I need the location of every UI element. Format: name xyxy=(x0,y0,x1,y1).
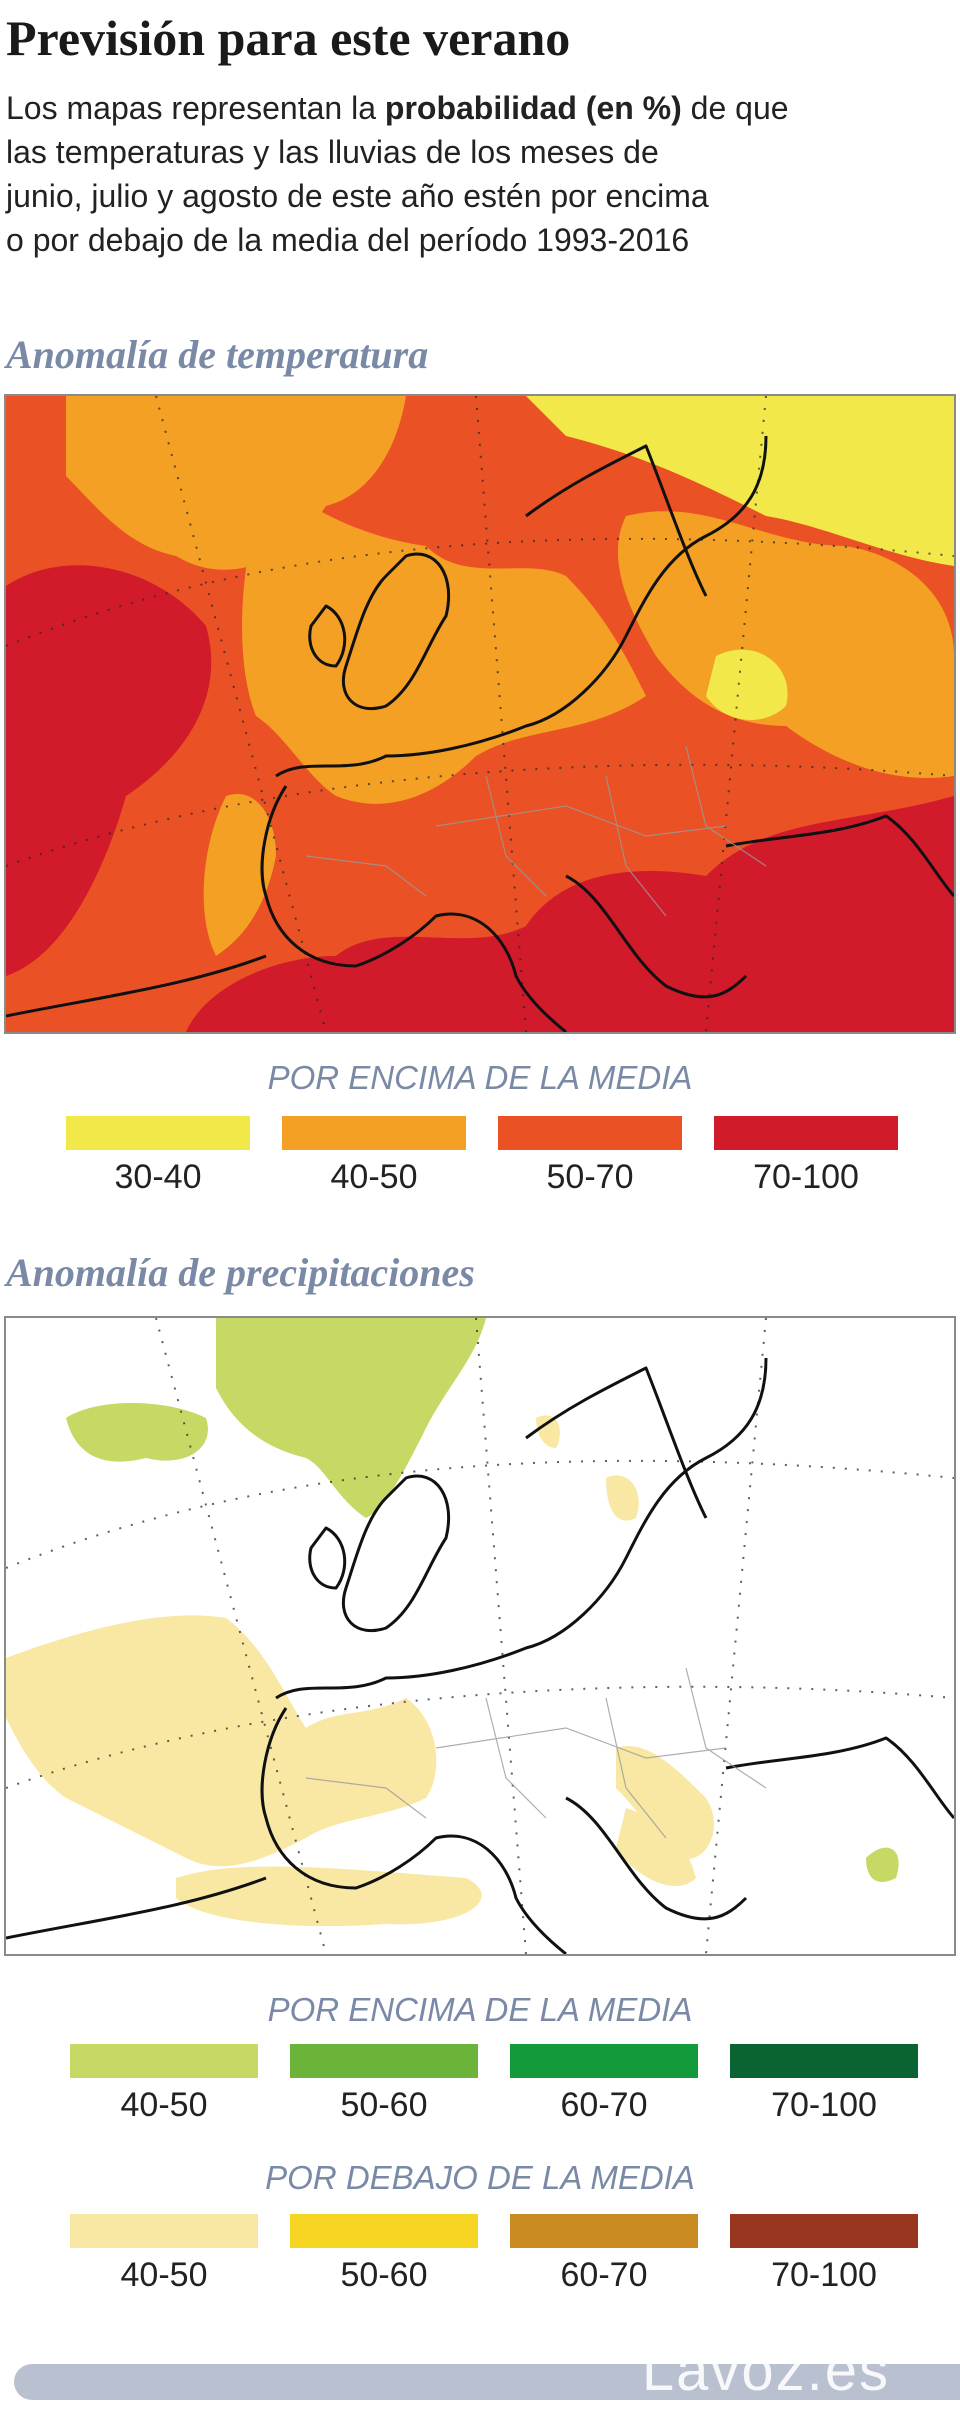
precipitation-below-legend-item: 40-50 xyxy=(70,2214,258,2300)
precipitation-below-legend-item: 70-100 xyxy=(730,2214,918,2300)
legend-swatch xyxy=(714,1116,898,1150)
temperature-legend-item: 70-100 xyxy=(714,1116,898,1202)
legend-swatch xyxy=(70,2044,258,2078)
temperature-legend-item: 40-50 xyxy=(282,1116,466,1202)
legend-label: 40-50 xyxy=(120,2086,208,2124)
legend-label: 50-70 xyxy=(546,1158,634,1196)
intro-line2: las temperaturas y las lluvias de los me… xyxy=(6,134,659,170)
legend-swatch xyxy=(730,2214,918,2248)
intro-line1-bold: probabilidad (en %) xyxy=(384,90,682,126)
legend-swatch xyxy=(510,2214,698,2248)
precipitation-below-legend-item: 60-70 xyxy=(510,2214,698,2300)
temperature-map-title: Anomalía de temperatura xyxy=(6,332,429,377)
precipitation-above-legend-item: 60-70 xyxy=(510,2044,698,2130)
intro-line4: o por debajo de la media del período 199… xyxy=(6,222,690,258)
intro-line3: junio, julio y agosto de este año estén … xyxy=(6,178,709,214)
intro-line1-post: de que xyxy=(681,90,789,126)
legend-swatch xyxy=(282,1116,466,1150)
page-title: Previsión para este verano xyxy=(6,10,571,66)
legend-swatch xyxy=(290,2214,478,2248)
temperature-legend: 30-40 40-50 50-70 70-100 xyxy=(0,1116,960,1202)
legend-swatch xyxy=(66,1116,250,1150)
legend-swatch xyxy=(730,2044,918,2078)
temperature-legend-heading: POR ENCIMA DE LA MEDIA xyxy=(267,1059,693,1096)
temperature-legend-item: 50-70 xyxy=(498,1116,682,1202)
legend-label: 50-60 xyxy=(340,2256,428,2294)
temperature-map-graphic xyxy=(6,396,954,1032)
intro-line1-pre: Los mapas representan la xyxy=(6,90,385,126)
precipitation-below-legend-item: 50-60 xyxy=(290,2214,478,2300)
legend-label: 40-50 xyxy=(120,2256,208,2294)
temperature-legend-item: 30-40 xyxy=(66,1116,250,1202)
precipitation-above-legend: 40-50 50-60 60-70 70-100 xyxy=(0,2044,960,2130)
legend-label: 70-100 xyxy=(771,2086,877,2124)
precipitation-below-legend-heading: POR DEBAJO DE LA MEDIA xyxy=(265,2159,695,2196)
legend-label: 50-60 xyxy=(340,2086,428,2124)
legend-label: 70-100 xyxy=(771,2256,877,2294)
precipitation-below-legend: 40-50 50-60 60-70 70-100 xyxy=(0,2214,960,2300)
legend-label: 40-50 xyxy=(330,1158,418,1196)
precipitation-map-graphic xyxy=(6,1318,954,1954)
legend-label: 30-40 xyxy=(114,1158,202,1196)
temperature-map xyxy=(4,394,956,1034)
legend-label: 70-100 xyxy=(753,1158,859,1196)
legend-swatch xyxy=(290,2044,478,2078)
legend-swatch xyxy=(70,2214,258,2248)
precipitation-above-legend-item: 70-100 xyxy=(730,2044,918,2130)
legend-label: 60-70 xyxy=(560,2086,648,2124)
precipitation-above-legend-heading: POR ENCIMA DE LA MEDIA xyxy=(267,1991,693,2028)
precipitation-map-title: Anomalía de precipitaciones xyxy=(6,1250,475,1295)
legend-label: 60-70 xyxy=(560,2256,648,2294)
footer-bar xyxy=(14,2364,960,2400)
lavoz-logo: Lavoz.es xyxy=(641,2338,890,2403)
precipitation-above-legend-item: 40-50 xyxy=(70,2044,258,2130)
legend-swatch xyxy=(498,1116,682,1150)
precipitation-above-legend-item: 50-60 xyxy=(290,2044,478,2130)
precipitation-map xyxy=(4,1316,956,1956)
legend-swatch xyxy=(510,2044,698,2078)
intro-text: Los mapas representan la probabilidad (e… xyxy=(6,86,956,262)
